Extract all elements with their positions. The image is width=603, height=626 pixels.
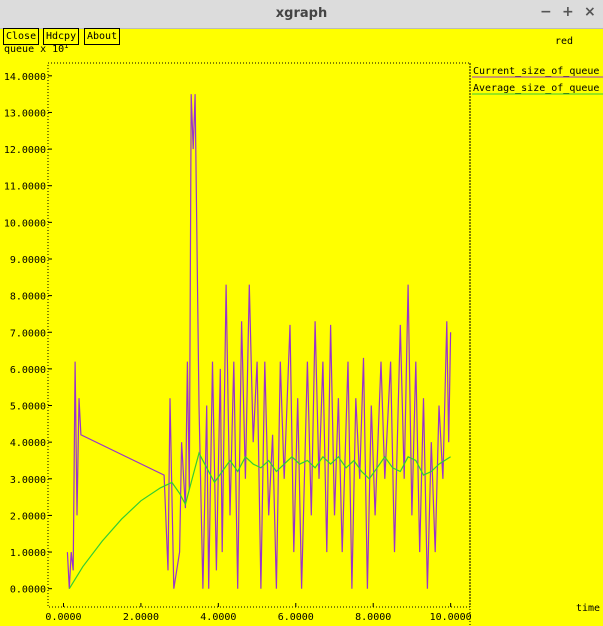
x-tick-label: 8.0000 (355, 612, 391, 623)
close-button[interactable]: Close (3, 28, 40, 45)
x-tick-label: 4.0000 (200, 612, 236, 623)
y-tick-label: 2.0000 (10, 511, 46, 522)
about-button[interactable]: About (84, 28, 121, 45)
legend-label: Average_size_of_queue (473, 83, 599, 94)
y-tick-label: 9.0000 (10, 255, 46, 266)
y-label: queue x 10 (4, 44, 64, 55)
y-tick-label: 12.0000 (4, 145, 46, 156)
y-tick-label: 0.0000 (10, 585, 46, 596)
y-tick-label: 13.0000 (4, 108, 46, 119)
y-tick-label: 1.0000 (10, 548, 46, 559)
y-tick-label: 3.0000 (10, 475, 46, 486)
window-title: xgraph (275, 6, 328, 21)
y-tick-label: 4.0000 (10, 438, 46, 449)
y-axis-label: queue x 101 (4, 42, 68, 55)
hdcpy-button[interactable]: Hdcpy (43, 28, 80, 45)
y-tick-label: 14.0000 (4, 72, 46, 83)
minimize[interactable]: − (540, 4, 552, 20)
close-window[interactable]: × (584, 4, 596, 20)
series-line (68, 451, 451, 590)
x-tick-label: 2.0000 (123, 612, 159, 623)
y-tick-label: 11.0000 (4, 182, 46, 193)
y-tick-label: 8.0000 (10, 292, 46, 303)
y-tick-label: 10.0000 (4, 218, 46, 229)
x-tick-label: 6.0000 (278, 612, 314, 623)
title-bar: xgraph − + × (0, 0, 603, 29)
y-tick-label: 6.0000 (10, 365, 46, 376)
plot-frame (47, 62, 471, 608)
series-line (66, 94, 452, 589)
x-axis-label: time (576, 603, 600, 614)
maximize[interactable]: + (562, 4, 574, 20)
y-exponent: 1 (64, 42, 68, 50)
x-tick-label: 0.0000 (45, 612, 81, 623)
subtitle: red (555, 36, 573, 47)
legend-label: Current_size_of_queue (473, 66, 599, 77)
y-tick-label: 7.0000 (10, 328, 46, 339)
x-tick-label: 10.0000 (430, 612, 472, 623)
y-tick-label: 5.0000 (10, 402, 46, 413)
